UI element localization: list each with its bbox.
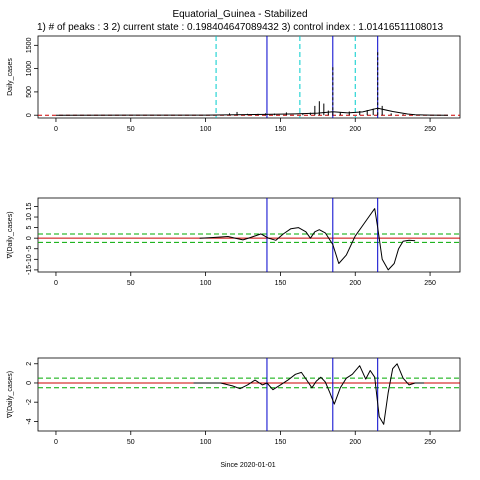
y-tick-label: 5 <box>26 226 33 230</box>
plot-area <box>38 358 460 431</box>
panel-daily-cases: 0 50 100 150 200 250 0 500 1000 1500 Daily_cases <box>7 35 461 133</box>
trend-line <box>55 107 449 116</box>
x-tick-label: 150 <box>275 280 287 287</box>
x-tick-label: 50 <box>127 280 135 287</box>
y-tick-label: 1000 <box>26 61 33 77</box>
y-tick-label: 1500 <box>26 37 33 53</box>
panel-second-derivative: 0 50 100 150 200 250 -4 -2 0 2 ∇(Daily_cases) <box>6 357 461 446</box>
y-tick-label: 0 <box>26 113 33 117</box>
y-tick-label: 10 <box>26 213 33 221</box>
x-tick-label: 200 <box>349 280 361 287</box>
y-tick-label: 15 <box>26 202 33 210</box>
x-axis-label: Since 2020-01-01 <box>220 462 275 469</box>
x-tick-label: 250 <box>424 280 436 287</box>
y-tick-label: -15 <box>26 265 33 275</box>
y-axis-label: ∇(Daily_cases) <box>6 371 14 419</box>
x-tick-label: 0 <box>54 280 58 287</box>
derivative-line <box>199 208 416 271</box>
x-tick-label: 100 <box>200 126 212 133</box>
x-tick-label: 150 <box>275 439 287 446</box>
x-tick-label: 0 <box>54 439 58 446</box>
y-tick-label: 0 <box>26 236 33 240</box>
plot-area <box>38 198 460 272</box>
y-axis-label: Daily_cases <box>7 58 14 96</box>
x-tick-label: 150 <box>275 126 287 133</box>
x-tick-label: 250 <box>424 126 436 133</box>
y-tick-label: 2 <box>26 362 33 366</box>
y-tick-label: 500 <box>26 86 33 98</box>
x-tick-label: 50 <box>127 439 135 446</box>
y-tick-label: -10 <box>26 254 33 264</box>
y-axis-label: ∇(Daily_cases) <box>6 211 14 259</box>
x-tick-label: 200 <box>349 439 361 446</box>
derivative-line <box>193 363 425 425</box>
x-tick-label: 250 <box>424 439 436 446</box>
y-tick-label: -5 <box>26 246 33 252</box>
x-tick-label: 100 <box>200 439 212 446</box>
chart-subtitle: 1) # of peaks : 3 2) current state : 0.1… <box>37 22 443 33</box>
plot-frame <box>37 357 461 432</box>
panel-first-derivative: 0 50 100 150 200 250 -15-10 -5 0 5 10 15 ∇(Daily_cas… <box>6 197 461 287</box>
plot-area <box>38 36 460 118</box>
y-tick-label: 0 <box>26 381 33 385</box>
x-tick-label: 200 <box>349 126 361 133</box>
x-tick-label: 50 <box>127 126 135 133</box>
x-tick-label: 0 <box>54 126 58 133</box>
plot-frame <box>37 35 461 119</box>
x-tick-label: 100 <box>200 280 212 287</box>
y-tick-label: -2 <box>26 399 33 405</box>
plot-frame <box>37 197 461 273</box>
chart-title: Equatorial_Guinea - Stabilized <box>172 9 307 20</box>
y-tick-label: -4 <box>26 418 33 424</box>
